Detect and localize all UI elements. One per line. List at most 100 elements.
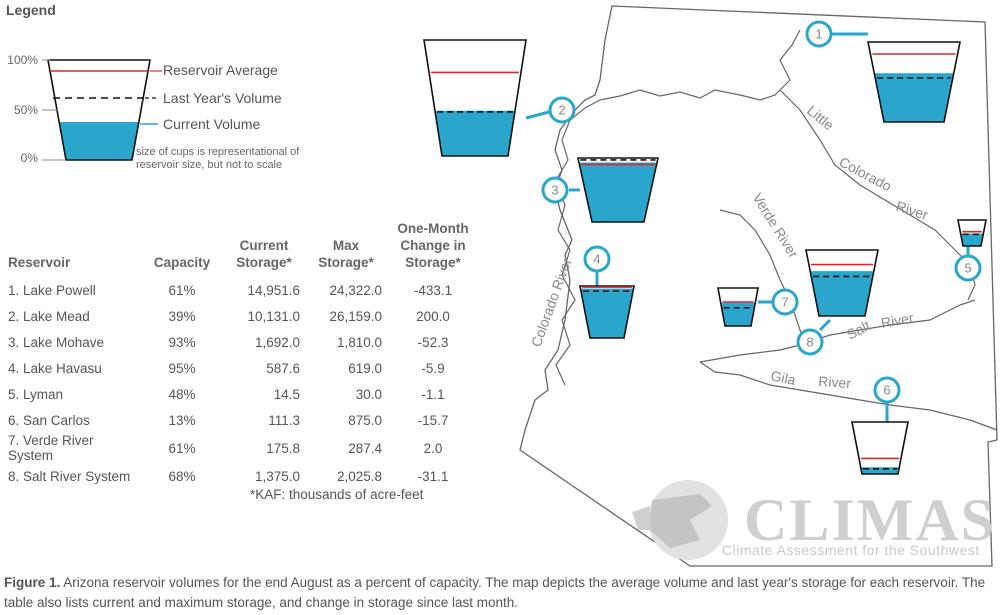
- cell-current-storage: 14.5: [273, 386, 300, 402]
- cell-capacity: 93%: [168, 334, 196, 350]
- reservoir-cup-3: [577, 157, 659, 223]
- cell-current-storage: 111.3: [268, 412, 300, 428]
- cell-capacity: 95%: [168, 360, 196, 376]
- badge-number: 1: [815, 27, 822, 42]
- river-label-salt: Salt: [844, 317, 873, 343]
- cell-reservoir: 6. San Carlos: [8, 412, 90, 428]
- verde-river-path: [719, 209, 806, 346]
- table-footnote: *KAF: thousands of acre-feet: [250, 487, 424, 502]
- table-row: 3. Lake Mohave 93% 1,692.0 1,810.0 -52.3: [4, 329, 480, 355]
- legend-label-current-volume: Current Volume: [163, 116, 261, 132]
- salt-river-path: [699, 299, 976, 363]
- cell-max-storage: 287.4: [348, 440, 382, 456]
- caption-text: Arizona reservoir volumes for the end Au…: [4, 575, 986, 610]
- badge-number: 6: [883, 383, 890, 398]
- river-label-river-upper: River: [894, 198, 930, 223]
- cell-one-month-change: -5.9: [421, 360, 445, 376]
- cell-max-storage: 875.0: [348, 412, 382, 428]
- cell-current-storage: 1,692.0: [254, 334, 300, 350]
- cup-1-current-volume: [868, 73, 960, 122]
- badge-connectors: [525, 32, 970, 422]
- legend-label-last-years-volume: Last Year's Volume: [163, 90, 282, 106]
- cell-current-storage: 587.6: [266, 360, 300, 376]
- badge-number: 5: [964, 261, 971, 276]
- cup-6-current-volume: [852, 467, 908, 474]
- table-header-row: Reservoir Capacity Current Storage* Max …: [4, 220, 480, 277]
- badge-4: 4: [583, 245, 611, 273]
- cell-reservoir: 4. Lake Havasu: [8, 360, 102, 376]
- reservoir-cup-6: [851, 421, 909, 475]
- cell-max-storage: 24,322.0: [329, 282, 382, 298]
- reservoir-cup-5: [957, 219, 987, 247]
- cup-4-current-volume: [580, 288, 634, 338]
- badge-7: 7: [771, 288, 799, 316]
- river-label-salt-river: River: [880, 309, 915, 330]
- badge-number: 3: [551, 183, 558, 198]
- gila-river-path: [699, 361, 998, 431]
- cup-3-current-volume: [578, 162, 658, 222]
- legend-label-reservoir-average: Reservoir Average: [163, 62, 278, 78]
- table-row: 7. Verde River System 61% 175.8 287.4 2.0: [4, 433, 480, 463]
- cell-one-month-change: -31.1: [417, 468, 449, 484]
- rivers: [555, 29, 998, 431]
- cell-current-storage: 14,951.6: [247, 282, 300, 298]
- cell-capacity: 61%: [168, 282, 196, 298]
- cell-one-month-change: 200.0: [416, 308, 450, 324]
- river-label-little: Little: [804, 102, 837, 133]
- legend-pct-50: 50%: [13, 103, 38, 117]
- cell-one-month-change: -433.1: [413, 282, 453, 298]
- river-label-gila: Gila: [769, 367, 797, 388]
- header-max-storage: Max Storage*: [318, 238, 374, 270]
- cell-current-storage: 175.8: [266, 440, 300, 456]
- cell-capacity: 39%: [168, 308, 196, 324]
- header-capacity: Capacity: [153, 255, 211, 270]
- cup-8-current-volume: [806, 271, 878, 316]
- cell-max-storage: 1,810.0: [336, 334, 382, 350]
- river-label-gila-river: River: [818, 373, 852, 391]
- cup-6-outline: [851, 421, 909, 475]
- badge-number: 4: [593, 252, 600, 267]
- cell-reservoir: 7. Verde River System: [8, 433, 94, 463]
- legend-title: Legend: [6, 2, 56, 18]
- reservoir-cup-2: [423, 39, 527, 157]
- cell-reservoir: 8. Salt River System: [8, 468, 131, 484]
- cell-max-storage: 30.0: [355, 386, 382, 402]
- table-row: 2. Lake Mead 39% 10,131.0 26,159.0 200.0: [4, 303, 480, 329]
- arizona-outline: [519, 5, 998, 567]
- cell-max-storage: 619.0: [348, 360, 382, 376]
- reservoir-cup-4: [579, 285, 635, 339]
- climas-logo-text: CLIMAS: [744, 487, 997, 553]
- cell-current-storage: 10,131.0: [247, 308, 300, 324]
- river-label-verde: Verde River: [749, 190, 802, 261]
- cell-current-storage: 1,375.0: [254, 468, 300, 484]
- climas-logo-mark: [632, 480, 728, 560]
- table-row: 8. Salt River System 68% 1,375.0 2,025.8 -31…: [4, 463, 480, 489]
- cup-8-outline: [805, 249, 879, 317]
- legend-pct-100: 100%: [7, 53, 38, 67]
- caption-label: Figure 1.: [4, 575, 61, 590]
- cell-reservoir: 1. Lake Powell: [8, 282, 96, 298]
- cup-4-outline: [579, 285, 635, 339]
- cell-reservoir: 2. Lake Mead: [8, 308, 90, 324]
- badge-6: 6: [873, 376, 901, 404]
- cell-one-month-change: -15.7: [417, 412, 449, 428]
- cup-1-outline: [867, 41, 961, 123]
- cup-2-outline: [423, 39, 527, 157]
- cup-5-outline: [957, 219, 987, 247]
- colorado-river-path: [555, 29, 801, 386]
- reservoir-cup-1: [867, 41, 961, 123]
- cup-5-current-volume: [958, 233, 986, 246]
- reservoir-cup-7: [717, 287, 759, 327]
- cell-capacity: 48%: [168, 386, 196, 402]
- cup-3-outline: [577, 157, 659, 223]
- cell-capacity: 13%: [168, 412, 196, 428]
- legend-cup: [42, 59, 162, 161]
- figure-caption: Figure 1. Arizona reservoir volumes for …: [4, 573, 999, 613]
- header-one-month-change: One-Month Change in Storage*: [397, 221, 469, 270]
- reservoir-cup-8: [805, 249, 879, 317]
- cell-one-month-change: -52.3: [417, 334, 449, 350]
- header-current-storage: Current Storage*: [236, 238, 292, 270]
- table-row: 5. Lyman 48% 14.5 30.0 -1.1: [4, 381, 480, 407]
- cell-capacity: 61%: [168, 440, 196, 456]
- badge-3: 3: [541, 176, 569, 204]
